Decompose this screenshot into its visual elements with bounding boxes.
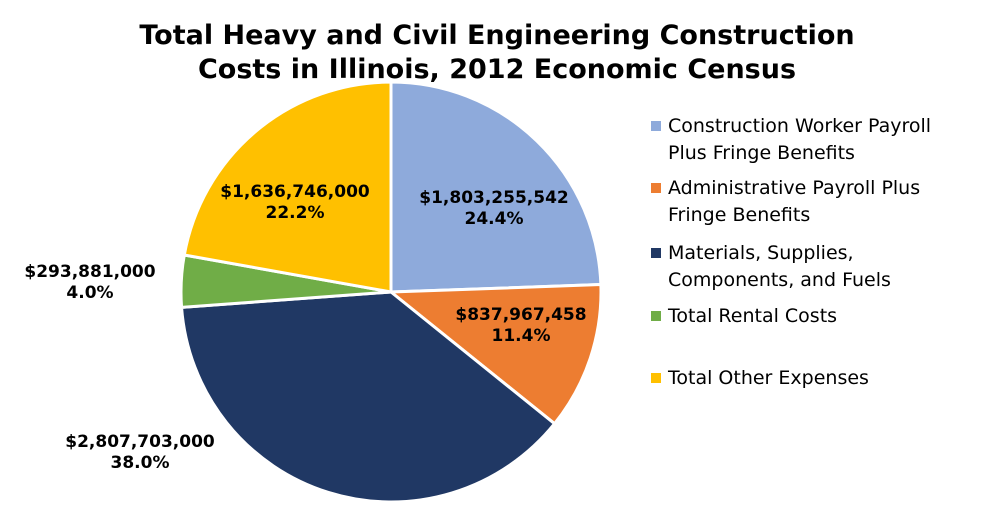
legend-swatch-3 [651,248,661,258]
data-label-value-3: $2,807,703,000 [65,432,215,452]
legend-label-4-line-1: Total Rental Costs [667,305,837,327]
legend-label-2-line-2: Fringe Benefits [668,204,810,226]
pie-slice-2 [389,283,603,426]
legend-label-1-line-1: Construction Worker Payroll [668,115,931,137]
data-label-value-5: $1,636,746,000 [220,182,370,202]
pie-slice-5 [182,80,393,294]
legend-swatch-4 [651,311,661,321]
data-label-value-2: $837,967,458 [455,305,586,325]
data-label-percent-4: 4.0% [66,283,113,303]
pie-slice-1 [389,80,603,294]
legend-label-3-line-2: Components, and Fuels [668,269,891,291]
chart-title-line-2: Costs in Illinois, 2012 Economic Census [198,54,796,85]
data-label-value-4: $293,881,000 [24,262,155,282]
legend-swatch-5 [651,373,661,383]
data-label-percent-5: 22.2% [266,203,325,223]
data-label-percent-2: 11.4% [492,326,551,346]
pie-slice-3 [180,290,557,504]
legend-label-5-line-1: Total Other Expenses [667,367,869,389]
data-label-percent-1: 24.4% [465,209,524,229]
legend-swatch-1 [651,121,661,131]
chart-title-line-1: Total Heavy and Civil Engineering Constr… [139,20,854,51]
legend-label-1-line-2: Plus Fringe Benefits [668,142,855,164]
legend-swatch-2 [651,183,661,193]
data-label-value-1: $1,803,255,542 [419,188,569,208]
legend-label-3-line-1: Materials, Supplies, [668,242,854,264]
data-label-percent-3: 38.0% [111,453,170,473]
legend-label-2-line-1: Administrative Payroll Plus [668,177,920,199]
